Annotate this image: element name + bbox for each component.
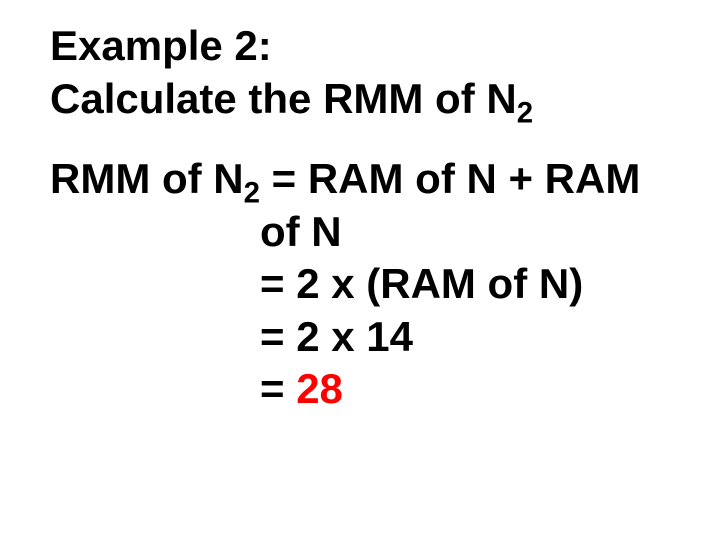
calculation-body: RMM of N2 = RAM of N + RAM of N = 2 x (R… <box>50 153 690 416</box>
slide-content: Example 2: Calculate the RMM of N2 RMM o… <box>0 0 720 436</box>
calc-line1: RMM of N2 = RAM of N + RAM <box>50 153 690 206</box>
heading-line2-sub: 2 <box>517 96 533 129</box>
example-heading: Example 2: Calculate the RMM of N2 <box>50 20 690 125</box>
heading-line2: Calculate the RMM of N2 <box>50 73 690 126</box>
heading-line1: Example 2: <box>50 20 690 73</box>
calc-line4: = 2 x 14 <box>50 311 690 364</box>
calc-l3: = 2 x (RAM of N) <box>260 260 583 307</box>
calc-l5-eq: = <box>260 365 296 412</box>
calc-l2: of N <box>260 208 342 255</box>
calc-l1-sub: 2 <box>244 176 260 209</box>
calc-l1-post: = RAM of N + RAM <box>260 155 640 202</box>
calc-l1-pre: RMM of N <box>50 155 244 202</box>
calc-line5: = 28 <box>50 363 690 416</box>
calc-line3: = 2 x (RAM of N) <box>50 258 690 311</box>
calc-line2: of N <box>50 206 690 259</box>
calc-result: 28 <box>296 365 343 412</box>
heading-line2-pre: Calculate the RMM of N <box>50 75 517 122</box>
calc-l4: = 2 x 14 <box>260 313 413 360</box>
